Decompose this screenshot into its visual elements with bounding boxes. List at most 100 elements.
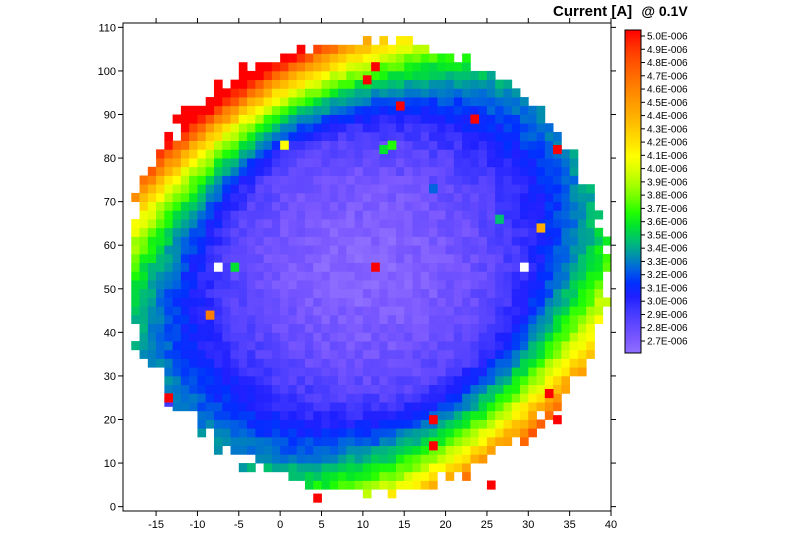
heatmap-cell xyxy=(503,428,513,438)
heatmap-cell xyxy=(263,323,273,333)
heatmap-cell xyxy=(180,358,190,368)
heatmap-cell xyxy=(156,236,165,246)
heatmap-cell xyxy=(213,341,223,351)
heatmap-cell xyxy=(520,271,529,281)
heatmap-cell xyxy=(511,349,521,359)
heatmap-cell xyxy=(395,166,405,176)
heatmap-cell xyxy=(197,375,207,386)
heatmap-cell xyxy=(338,375,347,386)
heatmap-cell xyxy=(288,393,298,403)
heatmap-cell xyxy=(362,210,372,220)
heatmap-cell xyxy=(263,384,273,394)
heatmap-cell xyxy=(329,480,339,490)
heatmap-cell xyxy=(437,53,446,63)
heatmap-cell xyxy=(180,245,190,255)
heatmap-cell xyxy=(478,219,488,229)
heatmap-cell xyxy=(329,393,339,403)
heatmap-cell xyxy=(569,271,579,281)
heatmap-cell xyxy=(222,271,231,281)
heatmap-cell xyxy=(304,236,314,246)
heatmap-cell xyxy=(354,97,364,107)
heatmap-cell xyxy=(478,79,488,89)
heatmap-cell xyxy=(238,184,248,194)
heatmap-cell xyxy=(222,175,231,185)
heatmap-cell xyxy=(338,184,347,194)
heatmap-cell xyxy=(354,70,364,81)
heatmap-cell xyxy=(164,367,174,377)
colorbar-label: 3.6E-006 xyxy=(647,217,688,228)
heatmap-cell xyxy=(230,358,240,368)
heatmap-cell xyxy=(222,184,231,194)
heatmap-cell xyxy=(362,402,372,412)
heatmap-cell xyxy=(329,349,339,359)
heatmap-cell xyxy=(271,175,281,185)
heatmap-cell xyxy=(553,332,562,342)
heatmap-cell xyxy=(329,306,339,316)
heatmap-cell xyxy=(462,341,471,351)
heatmap-cell xyxy=(379,88,389,98)
heatmap-cell xyxy=(147,323,157,333)
heatmap-cell xyxy=(247,463,256,473)
heatmap-cell xyxy=(321,436,331,447)
heatmap-cell xyxy=(164,280,174,290)
heatmap-cell xyxy=(280,227,289,237)
outlier-cell xyxy=(379,145,389,155)
heatmap-cell xyxy=(412,419,422,429)
heatmap-cell xyxy=(329,454,339,464)
heatmap-cell xyxy=(354,262,364,272)
heatmap-cell xyxy=(230,219,240,229)
heatmap-cell xyxy=(197,384,207,394)
heatmap-cell xyxy=(180,393,190,403)
heatmap-cell xyxy=(238,463,248,473)
heatmap-cell xyxy=(156,262,165,272)
heatmap-cell xyxy=(470,428,480,438)
heatmap-cell xyxy=(478,175,488,185)
heatmap-cell xyxy=(338,410,347,420)
heatmap-cell xyxy=(445,402,455,412)
heatmap-cell xyxy=(147,219,157,229)
heatmap-cell xyxy=(445,280,455,290)
colorbar-label: 4.8E-006 xyxy=(647,58,688,69)
heatmap-cell xyxy=(520,410,529,420)
heatmap-cell xyxy=(470,445,480,455)
heatmap-cell xyxy=(536,210,546,220)
heatmap-cell xyxy=(536,402,546,412)
heatmap-cell xyxy=(371,44,380,54)
heatmap-cell xyxy=(379,419,389,429)
heatmap-cell xyxy=(478,384,488,394)
heatmap-cell xyxy=(263,402,273,412)
heatmap-cell xyxy=(395,436,405,447)
heatmap-cell xyxy=(329,44,339,54)
heatmap-cell xyxy=(379,323,389,333)
heatmap-cell xyxy=(172,323,182,333)
heatmap-cell xyxy=(321,253,331,264)
heatmap-cell xyxy=(453,375,463,386)
heatmap-cell xyxy=(462,245,471,255)
heatmap-cell xyxy=(313,445,322,455)
colorbar-label: 2.7E-006 xyxy=(647,337,688,348)
heatmap-cell xyxy=(420,192,430,203)
heatmap-cell xyxy=(379,97,389,107)
y-tick-label: 20 xyxy=(104,415,116,427)
heatmap-cell xyxy=(131,306,140,316)
heatmap-cell xyxy=(445,149,455,159)
heatmap-cell xyxy=(346,402,355,412)
heatmap-cell xyxy=(478,428,488,438)
heatmap-cell xyxy=(495,97,504,107)
heatmap-cell xyxy=(470,271,480,281)
heatmap-cell xyxy=(395,149,405,159)
heatmap-cell xyxy=(412,253,422,264)
heatmap-cell xyxy=(495,245,504,255)
heatmap-cell xyxy=(445,192,455,203)
heatmap-cell xyxy=(437,419,446,429)
heatmap-cell xyxy=(338,192,347,203)
heatmap-cell xyxy=(371,480,380,490)
heatmap-cell xyxy=(197,140,207,150)
outlier-cell xyxy=(387,140,397,150)
heatmap-cell xyxy=(404,79,413,89)
heatmap-cell xyxy=(139,236,149,246)
heatmap-cell xyxy=(445,123,455,133)
heatmap-cell xyxy=(238,201,248,211)
heatmap-cell xyxy=(247,227,256,237)
heatmap-cell xyxy=(205,184,215,194)
